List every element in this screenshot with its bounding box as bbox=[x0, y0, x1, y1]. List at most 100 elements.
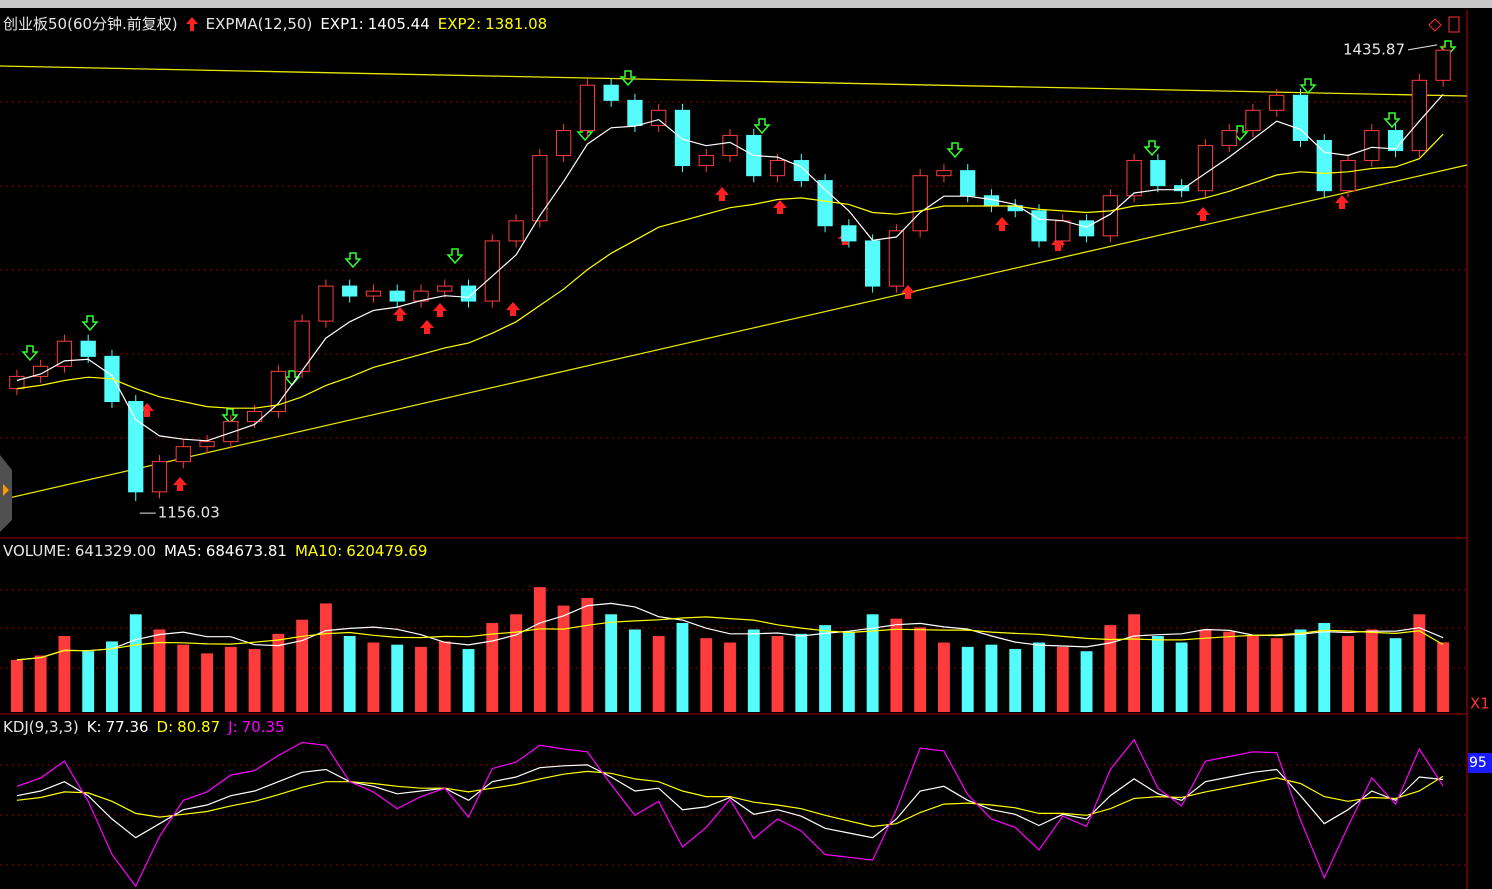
legend-value: 70.35 bbox=[241, 718, 285, 736]
volume-bar bbox=[1437, 642, 1450, 712]
volume-bar bbox=[533, 587, 546, 712]
volume-bar bbox=[700, 638, 713, 712]
volume-bar bbox=[724, 642, 736, 712]
volume-bar bbox=[343, 636, 356, 712]
candle-body bbox=[1102, 195, 1118, 237]
volume-bar bbox=[1080, 651, 1093, 712]
candle-body bbox=[223, 421, 239, 443]
volume-bar bbox=[890, 618, 903, 712]
legend-entry: EXP11405.44 bbox=[320, 15, 429, 33]
candle-body bbox=[1031, 210, 1047, 242]
candle-body bbox=[365, 290, 382, 297]
volume-bar bbox=[367, 642, 380, 712]
candle-body bbox=[1221, 130, 1237, 147]
line bbox=[16, 94, 1444, 442]
kdj-header: KDJ(9,3,3) K77.36 D80.87 J70.35 bbox=[3, 718, 285, 736]
volume-bar bbox=[581, 598, 594, 712]
volume-bar bbox=[201, 653, 213, 712]
volume-bar bbox=[106, 641, 118, 712]
legend-value: 1381.08 bbox=[485, 15, 548, 33]
candle-body bbox=[960, 170, 976, 197]
indicator-name: EXPMA(12,50) bbox=[205, 15, 313, 33]
line bbox=[16, 133, 1444, 409]
candle-body bbox=[793, 160, 809, 182]
volume-bar bbox=[129, 614, 142, 712]
high-label: 1435.87 bbox=[1343, 40, 1405, 58]
candle-body bbox=[1078, 220, 1095, 237]
trend-line bbox=[0, 65, 1468, 97]
volume-bar bbox=[438, 641, 451, 712]
legend-entry: MA10620479.69 bbox=[295, 542, 427, 560]
volume-bar bbox=[557, 605, 570, 712]
legend-entry: MA5684673.81 bbox=[164, 542, 287, 560]
volume-bar bbox=[676, 622, 689, 712]
volume-bar bbox=[1342, 636, 1354, 712]
candle-body bbox=[151, 461, 168, 493]
candle-body bbox=[33, 365, 49, 377]
candle-body bbox=[342, 285, 358, 297]
legend-value: 684673.81 bbox=[205, 542, 287, 560]
candle-body bbox=[579, 84, 596, 132]
legend-name: MA10 bbox=[295, 542, 346, 560]
side-tab[interactable] bbox=[0, 455, 12, 532]
volume-bar bbox=[1033, 642, 1045, 712]
side-tab-arrow[interactable] bbox=[3, 484, 9, 496]
volume-bar bbox=[652, 636, 665, 712]
tick-label-box bbox=[1468, 753, 1492, 773]
volume-bar bbox=[866, 614, 879, 712]
candle-body bbox=[627, 99, 643, 126]
volume-bar bbox=[1151, 636, 1164, 712]
line bbox=[16, 738, 1444, 888]
toolbar-strip bbox=[0, 0, 1492, 8]
candle-body bbox=[128, 401, 144, 493]
indicator-icon bbox=[185, 17, 198, 31]
volume-bar bbox=[319, 603, 332, 712]
candle-body bbox=[199, 441, 215, 448]
candle-body bbox=[1340, 160, 1356, 192]
volume-bar bbox=[1413, 614, 1426, 712]
candle-body bbox=[1126, 160, 1142, 197]
candle-body bbox=[1411, 79, 1427, 152]
legend-name: K bbox=[87, 718, 106, 736]
legend-value: 620479.69 bbox=[346, 542, 428, 560]
volume-bar bbox=[937, 642, 950, 712]
volume-bar bbox=[296, 619, 309, 712]
volume-bar bbox=[1247, 636, 1259, 712]
candle-body bbox=[888, 230, 905, 287]
candle-body bbox=[80, 340, 96, 357]
candle-body bbox=[508, 220, 524, 242]
candle-body bbox=[56, 340, 73, 367]
volume-bar bbox=[10, 659, 23, 712]
volume-bar bbox=[1389, 638, 1402, 712]
volume-bar bbox=[1294, 629, 1307, 712]
legend-name: D bbox=[157, 718, 178, 736]
chart-title: 创业板50(60分钟.前复权) bbox=[3, 15, 178, 33]
window-icons[interactable] bbox=[1428, 16, 1460, 33]
candle-body bbox=[1269, 94, 1285, 111]
candle-body bbox=[841, 225, 857, 242]
volume-bar bbox=[1009, 649, 1022, 712]
volume-bar bbox=[1270, 638, 1283, 712]
volume-bar bbox=[1199, 629, 1212, 712]
volume-bar bbox=[1223, 631, 1236, 712]
legend-value: 80.87 bbox=[177, 718, 221, 736]
volume-bar bbox=[248, 649, 261, 712]
candle-body bbox=[555, 130, 572, 156]
candle-body bbox=[1174, 185, 1190, 192]
legend-entry: J70.35 bbox=[228, 718, 284, 736]
volume-bar bbox=[34, 655, 47, 712]
unit-label: X1 bbox=[1470, 695, 1490, 713]
volume-bar bbox=[1318, 622, 1331, 712]
candle-body bbox=[864, 240, 881, 287]
legend-entry: VOLUME641329.00 bbox=[3, 542, 156, 560]
volume-bar bbox=[795, 633, 808, 712]
candle-body bbox=[246, 410, 263, 423]
legend-value: 1405.44 bbox=[367, 15, 430, 33]
volume-bar bbox=[224, 646, 237, 712]
price-grid bbox=[0, 101, 1467, 866]
candle-body bbox=[698, 154, 714, 167]
volume-bar bbox=[462, 649, 475, 712]
volume-bar bbox=[961, 646, 974, 712]
volume-bar bbox=[819, 625, 832, 712]
